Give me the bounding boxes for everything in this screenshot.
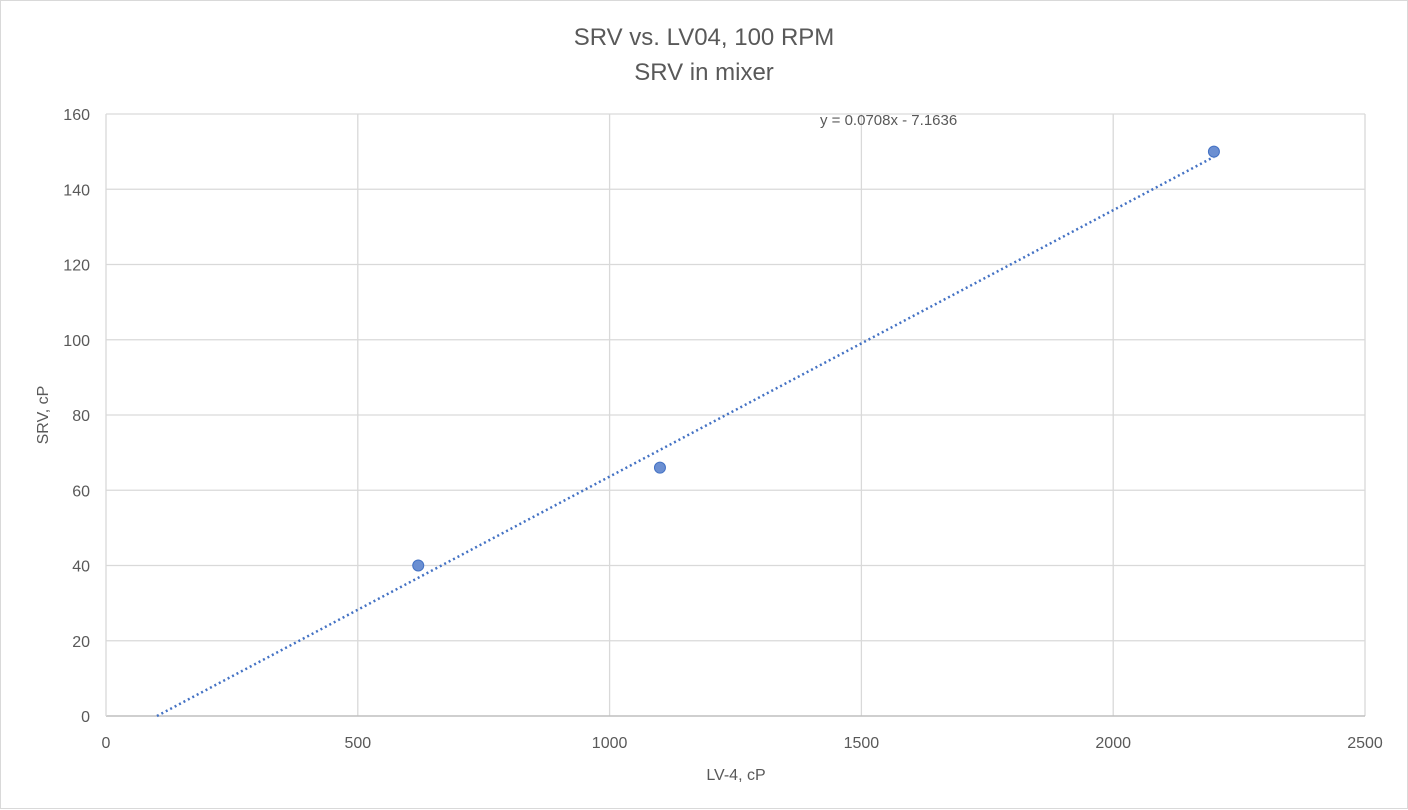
chart-subtitle: SRV in mixer bbox=[634, 59, 774, 86]
data-points bbox=[412, 145, 1220, 572]
y-tick-label: 120 bbox=[63, 258, 90, 275]
x-tick-label: 1500 bbox=[844, 735, 880, 752]
x-tick-label: 500 bbox=[344, 735, 371, 752]
data-point bbox=[1207, 145, 1220, 158]
y-axis-title: SRV, cP bbox=[35, 386, 52, 445]
labels: SRV vs. LV04, 100 RPM SRV in mixer LV-4,… bbox=[35, 24, 1383, 784]
gridlines bbox=[106, 113, 1366, 716]
y-tick-label: 0 bbox=[81, 709, 90, 726]
linear-trendline bbox=[156, 155, 1215, 718]
y-tick-label: 80 bbox=[72, 408, 90, 425]
y-tick-label: 100 bbox=[63, 333, 90, 350]
x-axis-title: LV-4, cP bbox=[706, 767, 765, 784]
x-tick-label: 0 bbox=[102, 735, 111, 752]
y-tick-label: 40 bbox=[72, 559, 90, 576]
x-tick-label: 2000 bbox=[1095, 735, 1131, 752]
y-tick-label: 60 bbox=[72, 483, 90, 500]
y-tick-label: 20 bbox=[72, 634, 90, 651]
trendline-equation: y = 0.0708x - 7.1636 bbox=[820, 112, 957, 129]
trendline-layer bbox=[156, 155, 1215, 718]
x-tick-label: 1000 bbox=[592, 735, 628, 752]
y-tick-label: 160 bbox=[63, 107, 90, 124]
data-point bbox=[653, 461, 666, 474]
data-point bbox=[412, 559, 425, 572]
axes bbox=[105, 114, 1365, 717]
chart-title: SRV vs. LV04, 100 RPM bbox=[574, 24, 835, 51]
y-tick-label: 140 bbox=[63, 182, 90, 199]
x-tick-label: 2500 bbox=[1347, 735, 1383, 752]
